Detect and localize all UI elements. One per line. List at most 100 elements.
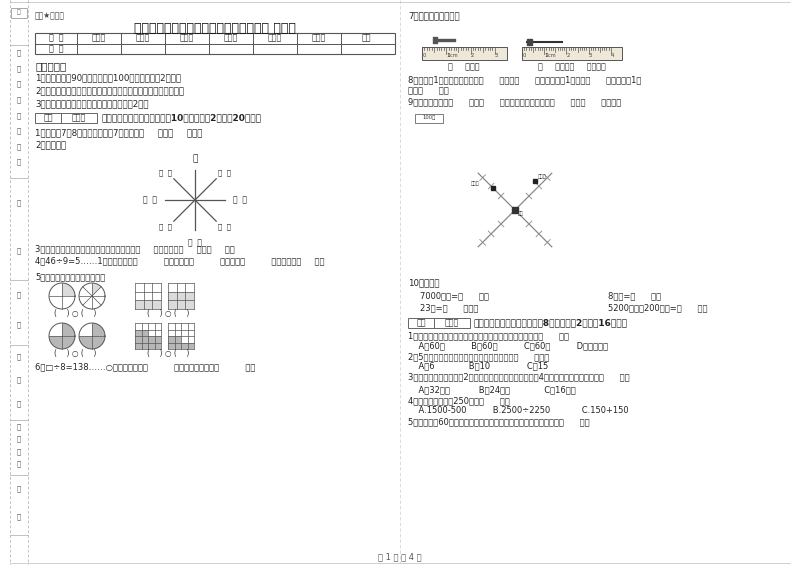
Text: 填空题: 填空题 xyxy=(92,34,106,43)
Polygon shape xyxy=(62,336,75,349)
Bar xyxy=(187,342,194,349)
Polygon shape xyxy=(92,283,101,296)
Bar xyxy=(135,342,142,349)
Bar xyxy=(154,342,161,349)
Text: 题密★自用题: 题密★自用题 xyxy=(35,11,65,20)
Text: 3、不要在试卷上乱写乱画，卷面不整洁扣2分。: 3、不要在试卷上乱写乱画，卷面不整洁扣2分。 xyxy=(35,99,149,108)
Text: 回: 回 xyxy=(17,9,21,15)
Bar xyxy=(154,336,161,342)
Text: 部: 部 xyxy=(17,321,21,328)
Bar xyxy=(61,113,97,123)
Bar xyxy=(142,336,148,342)
Text: 第 1 页 共 4 页: 第 1 页 共 4 页 xyxy=(378,552,422,561)
Text: A.1500-500          B.2500÷2250            C.150+150: A.1500-500 B.2500÷2250 C.150+150 xyxy=(408,406,629,415)
Text: (    ) ○ (    ): ( ) ○ ( ) xyxy=(147,349,189,358)
Text: 题  号: 题 号 xyxy=(49,34,63,43)
Text: 1、考试时间：90分钟，满分为100分（含卷面分2分）。: 1、考试时间：90分钟，满分为100分（含卷面分2分）。 xyxy=(35,73,181,82)
Bar xyxy=(135,336,142,342)
Bar xyxy=(168,292,177,301)
Bar xyxy=(408,318,434,328)
Text: 题: 题 xyxy=(17,448,21,455)
Bar xyxy=(422,47,507,60)
Text: 得分: 得分 xyxy=(43,114,53,123)
Text: 4、下面的结果都是250的是（      ）。: 4、下面的结果都是250的是（ ）。 xyxy=(408,396,510,405)
Text: 二、反复比较，慎重选择（共8小题，每题2分，共16分）。: 二、反复比较，慎重选择（共8小题，每题2分，共16分）。 xyxy=(474,318,628,327)
Text: （  ）: （ ） xyxy=(218,224,231,230)
Text: 1: 1 xyxy=(446,53,450,58)
Text: 名: 名 xyxy=(17,159,21,166)
Text: 1: 1 xyxy=(544,53,547,58)
Bar xyxy=(142,342,148,349)
Bar xyxy=(142,329,148,336)
Bar xyxy=(434,318,470,328)
Text: 7000千克=（      ）吨: 7000千克=（ ）吨 xyxy=(420,291,489,300)
Text: 总分: 总分 xyxy=(362,34,371,43)
Text: 校: 校 xyxy=(17,377,21,383)
Polygon shape xyxy=(92,336,105,349)
Bar xyxy=(174,336,181,342)
Text: 1cm: 1cm xyxy=(447,53,458,58)
Bar xyxy=(415,114,443,123)
Text: 考试须知：: 考试须知： xyxy=(35,61,66,71)
Text: 23吨=（      ）千克: 23吨=（ ）千克 xyxy=(420,303,478,312)
Text: 教: 教 xyxy=(17,81,21,88)
Polygon shape xyxy=(527,39,532,45)
Text: (    ) ○ (    ): ( ) ○ ( ) xyxy=(147,309,189,318)
Bar xyxy=(168,336,174,342)
Text: 5、看图写分数，并比较大小。: 5、看图写分数，并比较大小。 xyxy=(35,272,106,281)
Text: (    ) ○ (    ): ( ) ○ ( ) xyxy=(54,309,96,318)
Text: 格是（      ）。: 格是（ ）。 xyxy=(408,86,449,95)
Bar xyxy=(168,301,177,309)
Text: 评卷人: 评卷人 xyxy=(445,319,459,328)
Text: 8、分针走1小格，秒针正好走（      ），是（      ）秒。分针走1大格是（      ），时针走1大: 8、分针走1小格，秒针正好走（ ），是（ ）秒。分针走1大格是（ ），时针走1大 xyxy=(408,75,642,84)
Text: 3: 3 xyxy=(495,53,498,58)
Text: 得  分: 得 分 xyxy=(49,44,63,53)
Text: 8千克=（      ）克: 8千克=（ ）克 xyxy=(608,291,661,300)
Bar xyxy=(144,301,152,309)
Text: 一、用心思考，正确填空（共10小题，每题2分，共20分）。: 一、用心思考，正确填空（共10小题，每题2分，共20分）。 xyxy=(101,113,261,122)
Text: 3、在进位加法中，不管哪一位上的数相加满（     ），都要向（     ）进（     ）。: 3、在进位加法中，不管哪一位上的数相加满（ ），都要向（ ）进（ ）。 xyxy=(35,244,234,253)
Bar xyxy=(186,292,194,301)
Bar xyxy=(11,8,27,18)
Bar xyxy=(168,342,174,349)
Bar xyxy=(152,301,161,309)
Bar xyxy=(135,301,144,309)
Text: 新: 新 xyxy=(17,436,21,442)
Text: 7、量出钉子的长度。: 7、量出钉子的长度。 xyxy=(408,11,460,20)
Text: 选择题: 选择题 xyxy=(136,34,150,43)
Bar xyxy=(35,113,61,123)
Text: 0: 0 xyxy=(423,53,426,58)
Text: 班: 班 xyxy=(17,199,21,206)
Text: 6、□÷8=138……○，余数最大填（          ），这时被除数是（          ）。: 6、□÷8=138……○，余数最大填（ ），这时被除数是（ ）。 xyxy=(35,362,255,371)
Text: (    ) ○ (    ): ( ) ○ ( ) xyxy=(54,349,96,358)
Bar xyxy=(35,33,395,54)
Bar xyxy=(186,301,194,309)
Polygon shape xyxy=(49,336,62,349)
Text: （  ）: （ ） xyxy=(218,170,231,176)
Text: 小明家: 小明家 xyxy=(538,173,547,179)
Bar xyxy=(177,301,186,309)
Text: A、60秒          B、60分          C、60时          D、无法确定: A、60秒 B、60分 C、60时 D、无法确定 xyxy=(408,341,608,350)
Text: 小红家: 小红家 xyxy=(471,181,479,186)
Text: 计算题: 计算题 xyxy=(224,34,238,43)
Text: 5、把一根长60厘米的铁丝围成一个正方形，这个正方形的面积是（      ）。: 5、把一根长60厘米的铁丝围成一个正方形，这个正方形的面积是（ ）。 xyxy=(408,417,590,426)
Text: 2、填一填。: 2、填一填。 xyxy=(35,140,66,149)
Text: 4: 4 xyxy=(611,53,614,58)
Bar xyxy=(522,47,622,60)
Text: （  ）: （ ） xyxy=(159,224,172,230)
Text: 100米: 100米 xyxy=(422,115,436,120)
Text: 得分: 得分 xyxy=(416,319,426,328)
Polygon shape xyxy=(62,283,75,296)
Text: A、32厘米           B、24厘米             C、16厘米: A、32厘米 B、24厘米 C、16厘米 xyxy=(408,385,576,394)
Text: A、6             B、10              C、15: A、6 B、10 C、15 xyxy=(408,361,548,370)
Text: 签: 签 xyxy=(17,144,21,150)
Text: 级: 级 xyxy=(17,247,21,254)
Text: 0: 0 xyxy=(523,53,526,58)
Text: 综合题: 综合题 xyxy=(268,34,282,43)
Text: 3: 3 xyxy=(589,53,592,58)
Bar xyxy=(181,342,187,349)
Polygon shape xyxy=(92,323,105,336)
Text: 10、换算。: 10、换算。 xyxy=(408,278,439,287)
Text: 1cm: 1cm xyxy=(546,53,556,58)
Text: （: （ xyxy=(17,423,21,429)
